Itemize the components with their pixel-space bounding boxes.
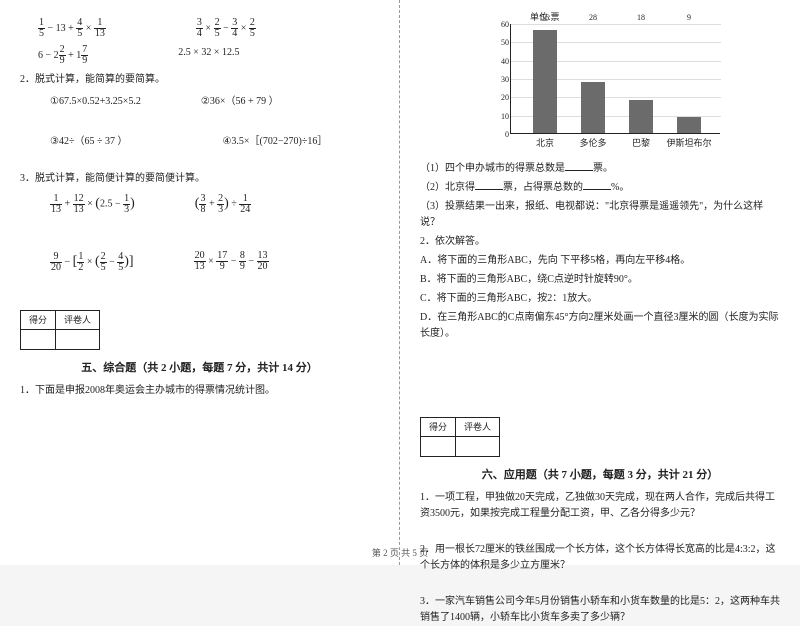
chart-axis-area: 010203040506056北京28多伦多18巴黎9伊斯坦布尔: [510, 24, 720, 134]
score-cell: 得分: [21, 310, 56, 329]
question-text: 1．一项工程，甲独做20天完成，乙独做30天完成，现在两人合作，完成后共得工资3…: [420, 490, 780, 522]
equation-text: 2013 × 179 − 89 − 1320: [194, 251, 269, 273]
equation-text: 34 × 25 − 34 × 25: [196, 18, 256, 39]
section-title: 五、综合题（共 2 小题，每题 7 分，共计 14 分）: [20, 360, 379, 378]
page-footer: 第 2 页 共 5 页: [0, 546, 800, 559]
score-cell: 得分: [421, 418, 456, 437]
equation-row: 113 + 1213 × (2.5 − 13) (38 + 23) ÷ 124: [38, 193, 379, 215]
equation-row: 6 − 229 + 179 2.5 × 32 × 12.5: [38, 45, 379, 66]
chart-bar: [533, 30, 557, 133]
chart-bar: [581, 82, 605, 133]
score-box: 得分 评卷人: [420, 417, 500, 457]
chart-bar: [677, 117, 701, 134]
question-text: 3．一家汽车销售公司今年5月份销售小轿车和小货车数量的比是5：2，这两种车共销售…: [420, 594, 780, 626]
equation-row: ③42÷（65 ÷ 37 ） ④3.5×［(702−270)÷16］: [38, 134, 379, 150]
page: 15 − 13 + 45 × 113 34 × 25 − 34 × 25 6 −…: [0, 0, 800, 565]
equation-text: (38 + 23) ÷ 124: [195, 193, 251, 215]
sub-question: （3）投票结果一出来，报纸、电视都说："北京得票是遥遥领先"，为什么这样说？: [420, 199, 780, 231]
equation-text: ①67.5×0.52+3.25×5.2: [50, 94, 141, 110]
equation-text: 920 − [12 × (25 − 45)]: [50, 251, 134, 273]
right-column: 单位:票 010203040506056北京28多伦多18巴黎9伊斯坦布尔 （1…: [400, 0, 800, 565]
chart-bar: [629, 100, 653, 133]
sub-question: D．在三角形ABC的C点南偏东45°方向2厘米处画一个直径3厘米的圆（长度为实际…: [420, 310, 780, 342]
grader-cell: 评卷人: [56, 310, 100, 329]
equation-text: 6 − 229 + 179: [38, 45, 88, 66]
equation-row: 15 − 13 + 45 × 113 34 × 25 − 34 × 25: [38, 18, 379, 39]
equation-row: 920 − [12 × (25 − 45)] 2013 × 179 − 89 −…: [38, 251, 379, 273]
question-title: 2．依次解答。: [420, 234, 780, 250]
equation-text: 15 − 13 + 45 × 113: [38, 18, 106, 39]
question-title: 3．脱式计算，能简便计算的要简便计算。: [20, 171, 379, 187]
section-title: 六、应用题（共 7 小题，每题 3 分，共计 21 分）: [420, 467, 780, 485]
equation-row: ①67.5×0.52+3.25×5.2 ②36×（56 + 79 ）: [38, 94, 379, 110]
sub-question: （1）四个申办城市的得票总数是票。: [420, 161, 780, 177]
sub-question: A．将下面的三角形ABC，先向 下平移5格，再向左平移4格。: [420, 253, 780, 269]
question-title: 2．脱式计算，能简算的要简算。: [20, 72, 379, 88]
question-text: 1．下面是申报2008年奥运会主办城市的得票情况统计图。: [20, 383, 379, 399]
sub-question: C．将下面的三角形ABC，按2：1放大。: [420, 291, 780, 307]
grader-cell: 评卷人: [456, 418, 500, 437]
equation-text: 2.5 × 32 × 12.5: [178, 45, 239, 66]
score-box: 得分 评卷人: [20, 310, 100, 350]
equation-text: ④3.5×［(702−270)÷16］: [222, 134, 327, 150]
equation-text: ③42÷（65 ÷ 37 ）: [50, 134, 127, 150]
equation-text: 113 + 1213 × (2.5 − 13): [50, 193, 135, 215]
equation-text: ②36×（56 + 79 ）: [201, 94, 279, 110]
left-column: 15 − 13 + 45 × 113 34 × 25 − 34 × 25 6 −…: [0, 0, 400, 565]
bar-chart: 单位:票 010203040506056北京28多伦多18巴黎9伊斯坦布尔: [470, 12, 730, 157]
sub-question: （2）北京得票，占得票总数的%。: [420, 180, 780, 196]
sub-question: B．将下面的三角形ABC，绕C点逆时针旋转90°。: [420, 272, 780, 288]
